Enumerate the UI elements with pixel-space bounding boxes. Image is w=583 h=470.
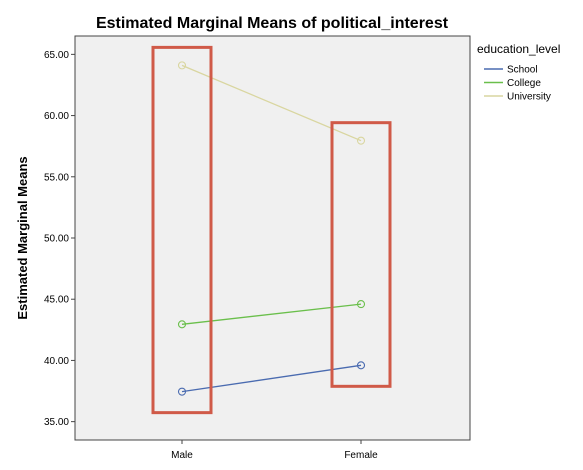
legend: education_level School College University [477,42,560,103]
legend-items: School College University [484,65,551,103]
legend-title: education_level [477,42,560,56]
y-tick-label: 65.00 [44,50,69,61]
y-tick-label: 35.00 [44,417,69,428]
data-point-school-male [177,387,187,396]
chart-title: Estimated Marginal Means of political_in… [96,15,449,32]
legend-label-university: University [507,92,551,103]
x-tick-label: Male [171,450,193,461]
y-tick-label: 50.00 [44,234,69,245]
y-axis-title: Estimated Marginal Means [15,156,30,319]
y-tick-label: 55.00 [44,172,69,183]
data-point-university-female [356,136,366,145]
y-tick-label: 60.00 [44,111,69,122]
x-tick-label: Female [344,450,378,461]
legend-label-college: College [507,78,541,89]
highlight-box-male [151,45,213,415]
y-axis: 35.00 40.00 45.00 50.00 55.00 60.00 65.00 [44,50,75,428]
data-point-school-female [356,361,366,370]
data-point-college-female [356,300,366,309]
y-tick-label: 45.00 [44,295,69,306]
legend-label-school: School [507,65,538,76]
y-tick-label: 40.00 [44,356,69,367]
highlight-box-female [330,121,392,388]
data-point-university-male [177,61,187,70]
annotation-group [151,45,392,415]
data-point-college-male [177,320,187,329]
plot-area [74,35,471,441]
x-axis: Male Female [171,440,378,461]
